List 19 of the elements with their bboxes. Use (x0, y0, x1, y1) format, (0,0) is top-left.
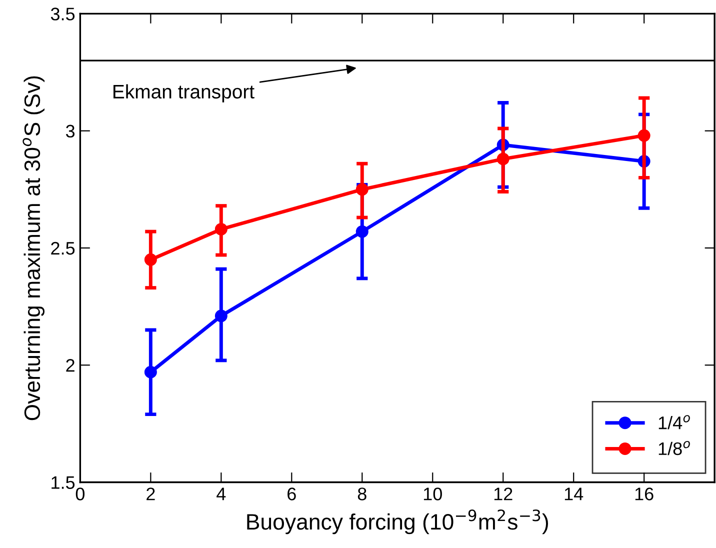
legend-label: 1/4$^{o}$ (658, 415, 690, 430)
ref-line-label: Ekman transport (114, 84, 254, 102)
x-axis-title: Buoyancy forcing (10$^{−9}$m$^{2}$s$^{−3}$) (247, 509, 548, 534)
x-tick-label: 2 (146, 488, 155, 500)
y-tick-label: 2.5 (51, 242, 75, 255)
x-tick-label: 8 (358, 488, 366, 500)
y-tick-label: 1.5 (52, 476, 75, 489)
y-tick-label: 3.5 (50, 8, 75, 20)
y-axis-title: Overturning maximum at 30$^{o}$S (Sv) (22, 76, 45, 420)
x-tick-label: 6 (288, 488, 296, 500)
legend-label: 1/8$^{o}$ (658, 440, 690, 456)
x-tick-label: 16 (635, 488, 654, 500)
x-tick-label: 12 (494, 488, 512, 500)
y-tick-label: 2 (66, 359, 74, 372)
x-tick-label: 0 (76, 488, 85, 500)
x-tick-label: 4 (216, 488, 226, 500)
x-tick-label: 14 (564, 488, 584, 500)
x-tick-label: 10 (424, 488, 442, 500)
y-tick-label: 3 (66, 124, 75, 138)
